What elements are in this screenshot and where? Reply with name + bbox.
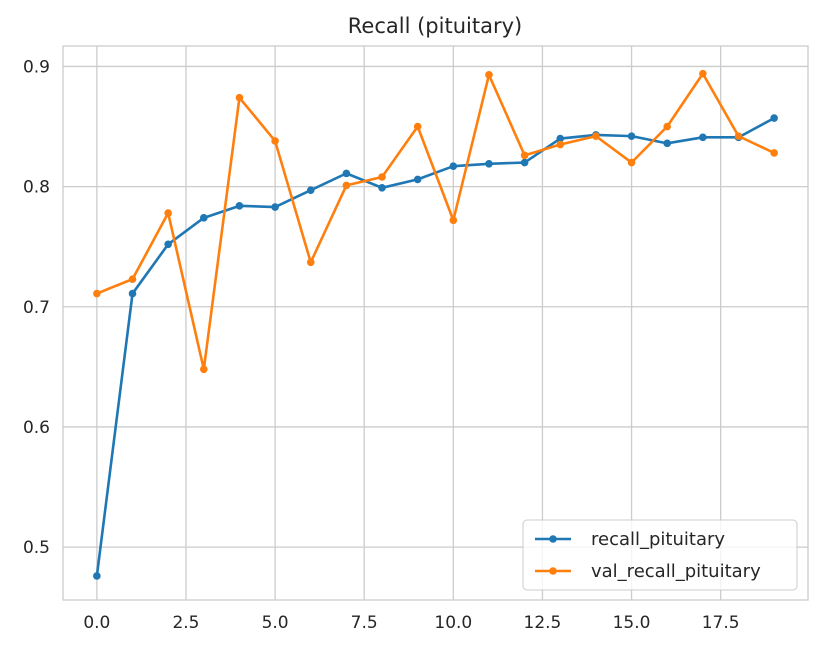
data-point-val-recall-pituitary-7 [342,181,351,190]
data-point-val-recall-pituitary-14 [592,132,600,140]
data-point-recall-pituitary-16 [663,139,671,148]
y-tick-label-0-9: 0.9 [23,57,50,77]
data-point-val-recall-pituitary-18 [734,132,743,140]
data-point-val-recall-pituitary-11 [485,71,493,79]
data-point-recall-pituitary-4 [235,202,244,210]
series-recall-pituitary [93,114,778,580]
y-axis-ticks: 0.5 0.6 0.7 0.8 0.9 [23,57,50,558]
data-point-val-recall-pituitary-8 [378,173,386,181]
x-tick-label-7-5: 7.5 [351,613,378,633]
data-point-val-recall-pituitary-17 [699,69,707,78]
y-tick-label-0-5: 0.5 [23,538,50,558]
y-tick-label-0-6: 0.6 [23,418,50,438]
data-point-recall-pituitary-13 [556,134,565,143]
y-tick-label-0-8: 0.8 [23,178,50,198]
data-point-recall-pituitary-19 [770,114,778,122]
legend-label-recall-pituitary: recall_pituitary [591,529,725,550]
data-point-recall-pituitary-11 [485,159,493,168]
data-point-val-recall-pituitary-2 [164,209,172,217]
x-axis-ticks: 0.0 2.5 5.0 7.5 10.0 12.5 15.0 17.5 [83,613,739,633]
data-point-val-recall-pituitary-13 [556,140,565,149]
y-tick-label-0-7: 0.7 [23,298,50,318]
data-point-val-recall-pituitary-16 [663,122,671,131]
data-point-val-recall-pituitary-6 [306,258,315,267]
grid [63,46,808,600]
series-layer [93,69,778,580]
data-point-val-recall-pituitary-4 [235,93,244,102]
data-point-recall-pituitary-5 [271,203,279,211]
data-point-recall-pituitary-12 [520,158,529,167]
x-tick-label-2-5: 2.5 [172,613,199,633]
legend-item-recall-pituitary: recall_pituitary [535,529,725,550]
data-point-recall-pituitary-2 [164,240,172,249]
data-point-recall-pituitary-15 [627,132,636,140]
x-tick-label-17-5: 17.5 [702,613,740,633]
data-point-recall-pituitary-17 [699,133,707,142]
data-point-val-recall-pituitary-15 [627,158,636,167]
data-point-val-recall-pituitary-1 [128,275,137,283]
legend-label-val-recall-pituitary: val_recall_pituitary [591,561,761,582]
legend-item-val-recall-pituitary: val_recall_pituitary [535,561,761,582]
legend-box [522,519,798,591]
x-tick-label-10-0: 10.0 [434,613,472,633]
legend: recall_pituitary val_recall_pituitary [522,519,798,591]
data-point-recall-pituitary-3 [200,214,208,222]
data-point-val-recall-pituitary-9 [413,122,422,131]
data-point-val-recall-pituitary-10 [449,216,458,225]
data-point-val-recall-pituitary-0 [93,289,101,298]
data-point-recall-pituitary-8 [378,184,386,192]
x-tick-label-0-0: 0.0 [83,613,110,633]
x-tick-label-12-5: 12.5 [524,613,562,633]
x-tick-label-15-0: 15.0 [613,613,651,633]
data-point-val-recall-pituitary-5 [271,137,279,145]
legend-swatch-marker [549,567,557,575]
x-tick-label-5-0: 5.0 [262,613,289,633]
chart-title: Recall (pituitary) [348,14,522,38]
data-point-val-recall-pituitary-12 [520,151,529,160]
plot-area-frame [62,45,809,601]
legend-swatch-marker [549,535,557,543]
data-point-recall-pituitary-1 [128,289,137,298]
data-point-recall-pituitary-0 [93,572,101,580]
data-point-val-recall-pituitary-3 [200,365,208,374]
data-point-recall-pituitary-9 [413,175,422,184]
data-point-recall-pituitary-10 [449,162,458,170]
data-point-recall-pituitary-7 [342,169,351,178]
data-point-recall-pituitary-6 [306,186,315,195]
series-line-val-recall-pituitary [95,72,776,371]
data-point-val-recall-pituitary-19 [770,149,778,157]
series-val-recall-pituitary [93,69,778,374]
